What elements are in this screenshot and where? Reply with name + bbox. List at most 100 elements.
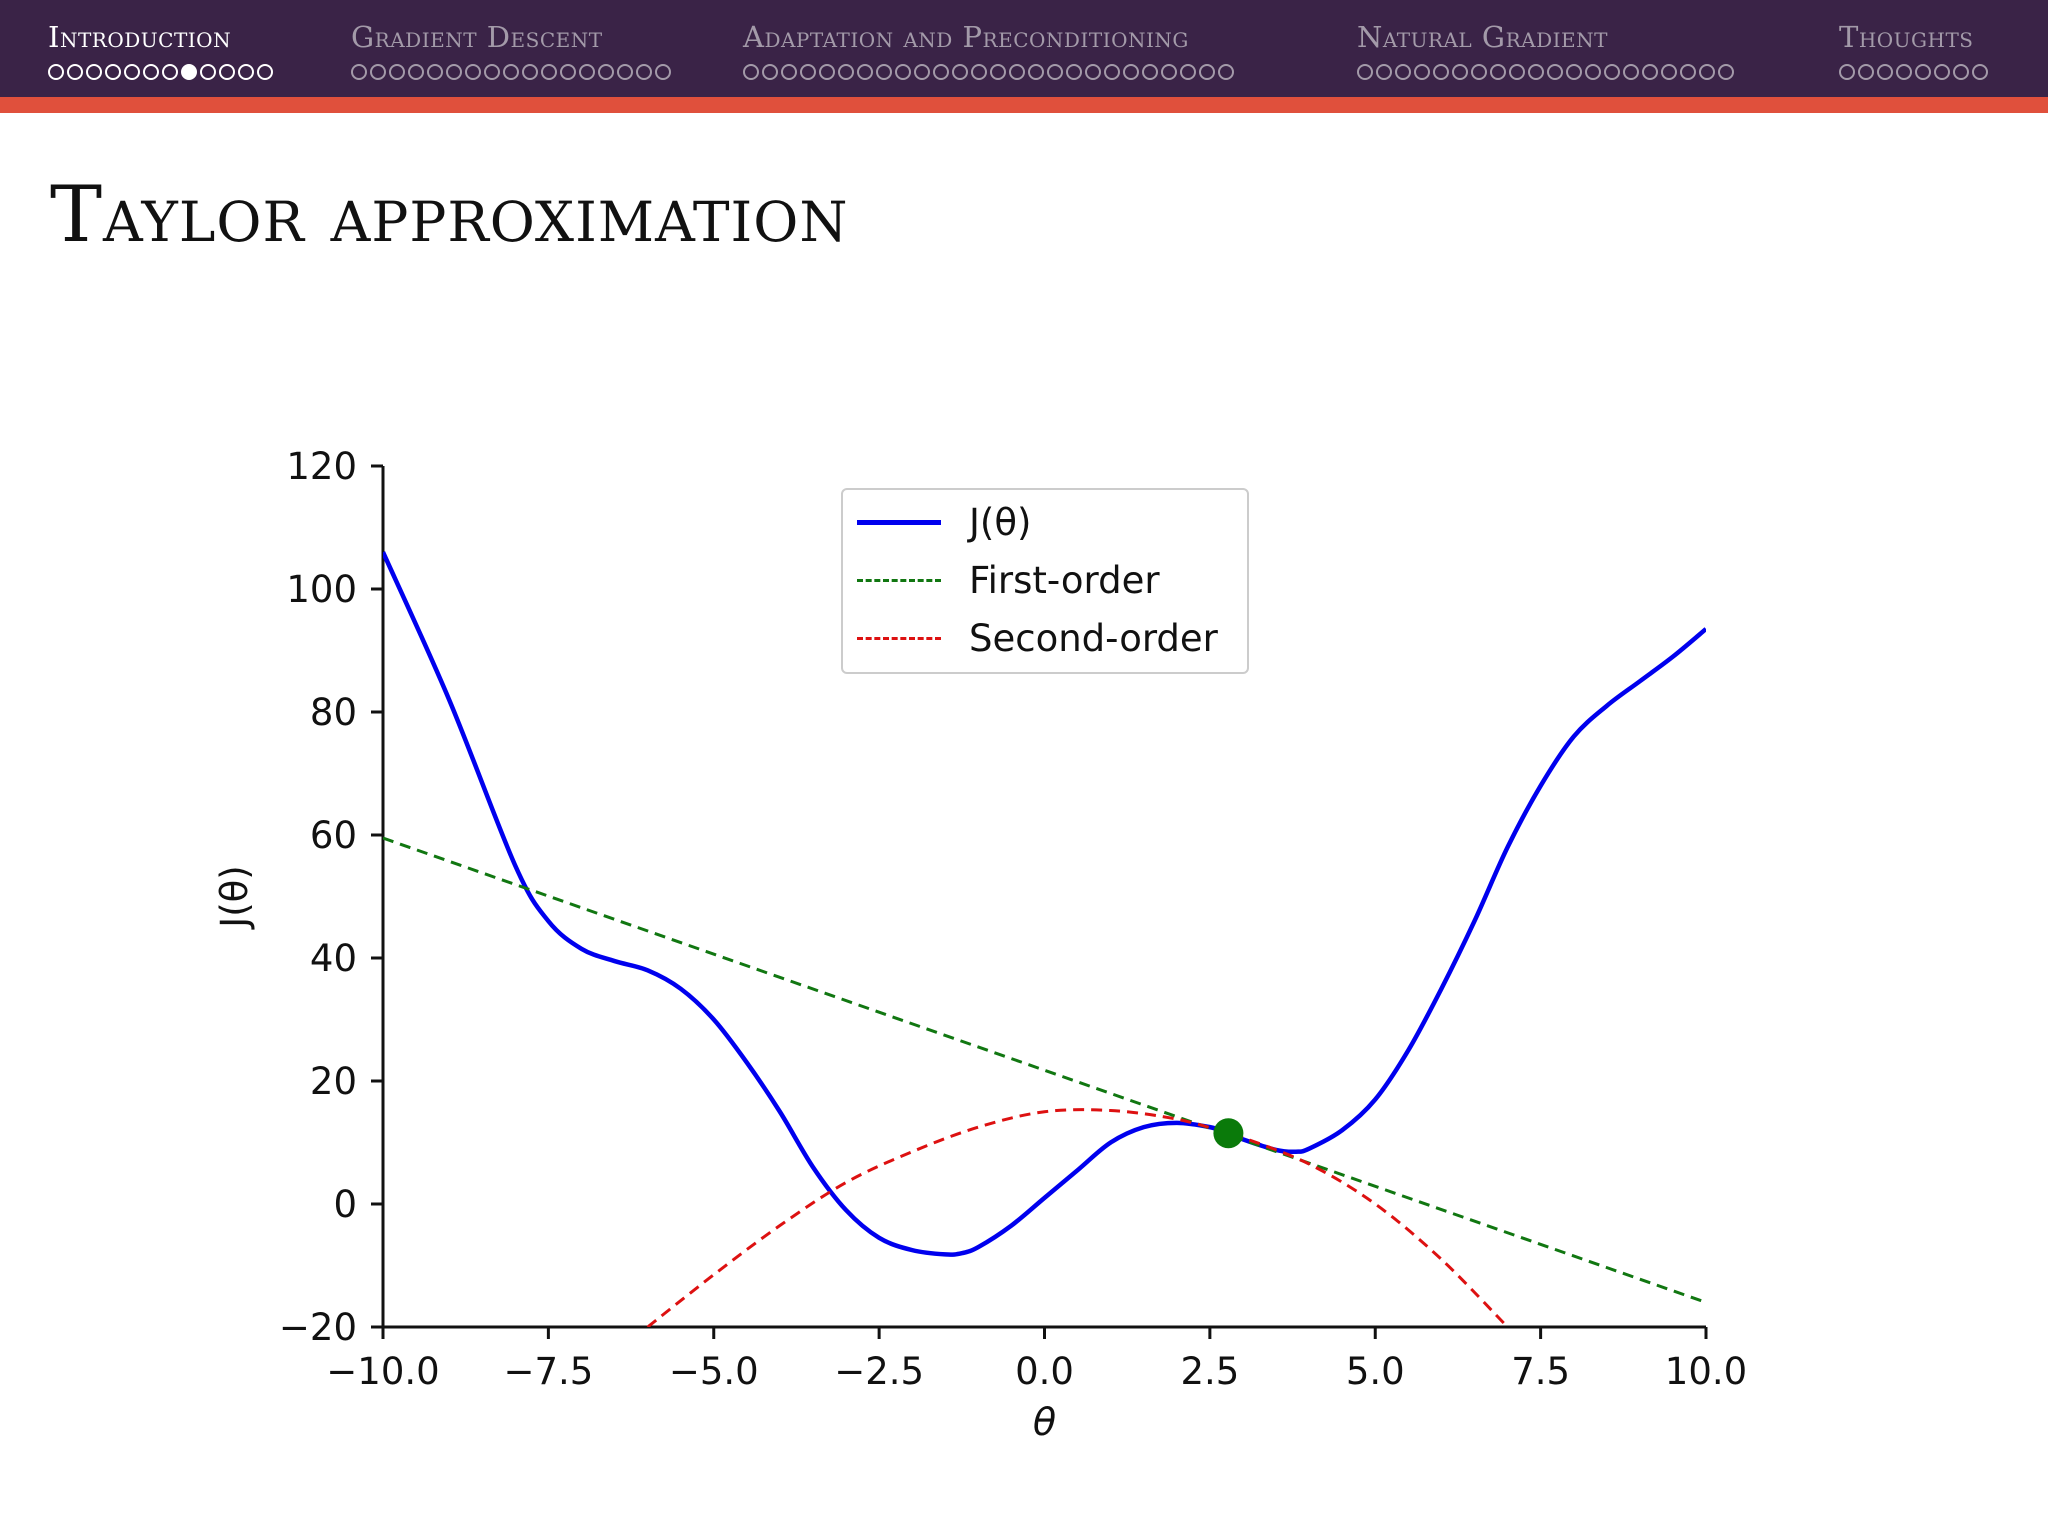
nav-section-title[interactable]: Natural Gradient xyxy=(1357,20,1608,54)
slide-dot[interactable] xyxy=(1218,64,1234,80)
slide-dot[interactable] xyxy=(541,64,557,80)
slide-dot[interactable] xyxy=(124,64,140,80)
slide-dot[interactable] xyxy=(598,64,614,80)
slide-dot[interactable] xyxy=(1180,64,1196,80)
slide-dot[interactable] xyxy=(200,64,216,80)
slide-dot[interactable] xyxy=(484,64,500,80)
nav-section-title[interactable]: Gradient Descent xyxy=(351,20,603,54)
slide-dot[interactable] xyxy=(143,64,159,80)
slide-dot[interactable] xyxy=(48,64,64,80)
x-tick-label: 0.0 xyxy=(1015,1350,1074,1393)
slide-dot[interactable] xyxy=(162,64,178,80)
slide-dot[interactable] xyxy=(351,64,367,80)
slide-dot[interactable] xyxy=(389,64,405,80)
slide-dot[interactable] xyxy=(990,64,1006,80)
slide-dot[interactable] xyxy=(1471,64,1487,80)
slide-dot[interactable] xyxy=(1661,64,1677,80)
slide-dot[interactable] xyxy=(1680,64,1696,80)
nav-section-1[interactable]: Introduction xyxy=(48,20,273,80)
slide-dot[interactable] xyxy=(1642,64,1658,80)
slide-dot[interactable] xyxy=(86,64,102,80)
slide-dot[interactable] xyxy=(408,64,424,80)
slide-dot[interactable] xyxy=(1066,64,1082,80)
slide-dot[interactable] xyxy=(1566,64,1582,80)
slide-dot[interactable] xyxy=(933,64,949,80)
slide-dot[interactable] xyxy=(1972,64,1988,80)
slide-dot[interactable] xyxy=(838,64,854,80)
slide-dot[interactable] xyxy=(238,64,254,80)
slide-dot[interactable] xyxy=(1623,64,1639,80)
current-slide-dot[interactable] xyxy=(181,64,197,80)
nav-section-2[interactable]: Gradient Descent xyxy=(351,20,671,80)
nav-section-title[interactable]: Thoughts xyxy=(1839,20,1974,54)
x-tick-label: 2.5 xyxy=(1180,1350,1239,1393)
slide-dot[interactable] xyxy=(952,64,968,80)
slide-dot[interactable] xyxy=(1858,64,1874,80)
slide-dot[interactable] xyxy=(1604,64,1620,80)
slide-dot[interactable] xyxy=(1161,64,1177,80)
slide-dot[interactable] xyxy=(895,64,911,80)
slide-dot[interactable] xyxy=(781,64,797,80)
slide-dot[interactable] xyxy=(446,64,462,80)
slide-dot[interactable] xyxy=(800,64,816,80)
slide-dot[interactable] xyxy=(1547,64,1563,80)
slide-dot[interactable] xyxy=(1718,64,1734,80)
slide-dot[interactable] xyxy=(219,64,235,80)
slide-dot[interactable] xyxy=(819,64,835,80)
nav-section-3[interactable]: Adaptation and Preconditioning xyxy=(743,20,1234,80)
slide-dot[interactable] xyxy=(1839,64,1855,80)
slide-dot[interactable] xyxy=(1915,64,1931,80)
slide-dot[interactable] xyxy=(465,64,481,80)
slide-dot[interactable] xyxy=(1528,64,1544,80)
slide-dot[interactable] xyxy=(1104,64,1120,80)
nav-slide-dots xyxy=(743,64,1234,80)
slide-dot[interactable] xyxy=(743,64,759,80)
slide-dot[interactable] xyxy=(857,64,873,80)
slide-dot[interactable] xyxy=(914,64,930,80)
slide-dot[interactable] xyxy=(1953,64,1969,80)
slide-dot[interactable] xyxy=(636,64,652,80)
slide-dot[interactable] xyxy=(257,64,273,80)
axes: −10.0 −7.5 −5.0 −2.5 0.0 2.5 5.0 7.5 10.0 −20 0 20 4… xyxy=(279,445,1747,1393)
slide-dot[interactable] xyxy=(1699,64,1715,80)
slide-dot[interactable] xyxy=(1357,64,1373,80)
slide-dot[interactable] xyxy=(522,64,538,80)
slide-dot[interactable] xyxy=(762,64,778,80)
slide-dot[interactable] xyxy=(1585,64,1601,80)
slide-dot[interactable] xyxy=(1433,64,1449,80)
slide-dot[interactable] xyxy=(1395,64,1411,80)
slide-dot[interactable] xyxy=(1376,64,1392,80)
slide-dot[interactable] xyxy=(1509,64,1525,80)
section-navigation-bar xyxy=(0,0,2048,97)
nav-section-5[interactable]: Thoughts xyxy=(1839,20,1988,80)
slide-dot[interactable] xyxy=(579,64,595,80)
slide-dot[interactable] xyxy=(67,64,83,80)
slide-dot[interactable] xyxy=(617,64,633,80)
slide-dot[interactable] xyxy=(1896,64,1912,80)
slide-dot[interactable] xyxy=(1009,64,1025,80)
slide-dot[interactable] xyxy=(1452,64,1468,80)
slide-dot[interactable] xyxy=(1199,64,1215,80)
slide-dot[interactable] xyxy=(370,64,386,80)
slide-dot[interactable] xyxy=(427,64,443,80)
slide-dot[interactable] xyxy=(1028,64,1044,80)
slide-dot[interactable] xyxy=(1490,64,1506,80)
slide-dot[interactable] xyxy=(971,64,987,80)
slide-dot[interactable] xyxy=(1142,64,1158,80)
slide-dot[interactable] xyxy=(1123,64,1139,80)
slide-dot[interactable] xyxy=(503,64,519,80)
slide-dot[interactable] xyxy=(1877,64,1893,80)
nav-section-4[interactable]: Natural Gradient xyxy=(1357,20,1734,80)
slide-dot[interactable] xyxy=(560,64,576,80)
slide-dot[interactable] xyxy=(1047,64,1063,80)
nav-section-title[interactable]: Introduction xyxy=(48,20,232,54)
slide-dot[interactable] xyxy=(1414,64,1430,80)
y-tick-label: 40 xyxy=(310,937,357,980)
slide-dot[interactable] xyxy=(105,64,121,80)
slide-dot[interactable] xyxy=(1934,64,1950,80)
y-axis-label: J(θ) xyxy=(213,865,256,929)
slide-dot[interactable] xyxy=(876,64,892,80)
slide-dot[interactable] xyxy=(1085,64,1101,80)
slide-dot[interactable] xyxy=(655,64,671,80)
nav-section-title[interactable]: Adaptation and Preconditioning xyxy=(743,20,1189,54)
